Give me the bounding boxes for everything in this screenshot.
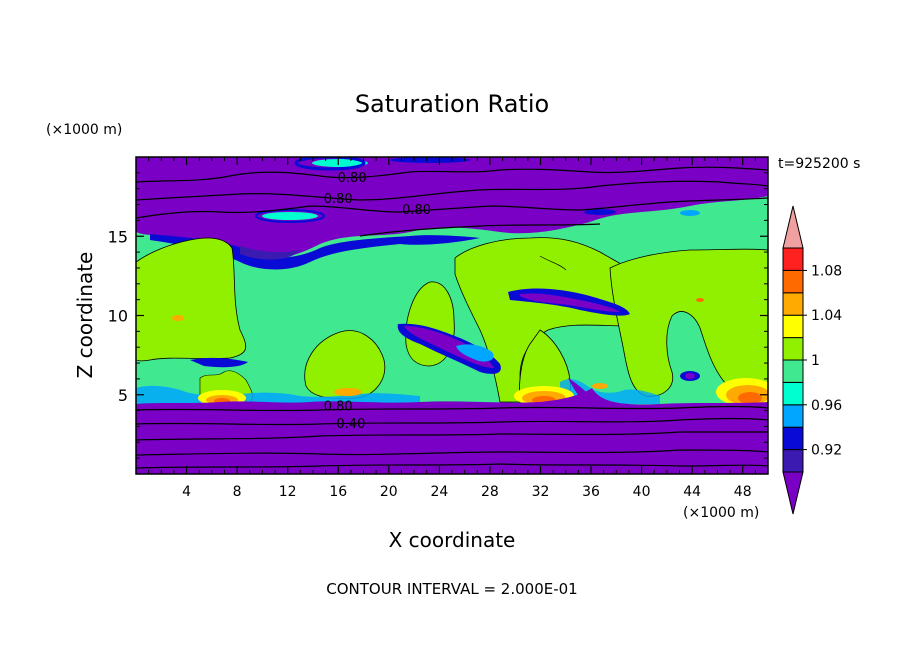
x-tick-label: 24 xyxy=(430,484,448,500)
cloud-region-left xyxy=(136,237,247,362)
x-unit-label: (×1000 m) xyxy=(683,505,759,521)
x-tick-label: 28 xyxy=(481,484,499,500)
colorbar-label: 0.92 xyxy=(811,443,842,459)
x-tick-label: 48 xyxy=(734,484,752,500)
colorbar-band xyxy=(782,269,804,294)
colorbar-band xyxy=(782,381,804,406)
y-tick-label: 10 xyxy=(108,307,128,326)
colorbar-label: 1.04 xyxy=(811,308,842,324)
colorbar-label: 1.08 xyxy=(811,263,842,279)
colorbar: 0.92 0.96 1 1.04 1.08 xyxy=(782,205,842,515)
x-tick-label: 4 xyxy=(182,484,191,500)
time-label: t=925200 s xyxy=(778,156,860,172)
x-axis-title: X coordinate xyxy=(389,528,516,552)
chart-title: Saturation Ratio xyxy=(355,90,549,118)
colorbar-bottom-triangle xyxy=(782,471,804,515)
colorbar-band xyxy=(782,404,804,428)
colorbar-band xyxy=(782,449,804,473)
x-tick-label: 16 xyxy=(329,484,347,500)
x-tick-label: 44 xyxy=(683,484,701,500)
x-tick-label: 36 xyxy=(582,484,600,500)
contour-label: 0.80 xyxy=(338,171,367,186)
contour-label: 0.80 xyxy=(324,192,353,207)
colorbar-band xyxy=(782,314,804,339)
y-axis-title: Z coordinate xyxy=(73,252,97,379)
colorbar-top-triangle xyxy=(782,205,804,249)
contour-interval-footer: CONTOUR INTERVAL = 2.000E-01 xyxy=(326,580,577,598)
x-tick-label: 8 xyxy=(233,484,242,500)
colorbar-band xyxy=(782,292,804,316)
x-tick-label: 12 xyxy=(279,484,297,500)
contour-field: 0.80 0.80 0.80 0.80 0.40 xyxy=(136,157,768,474)
y-tick-label: 15 xyxy=(108,227,128,246)
y-unit-label: (×1000 m) xyxy=(46,122,122,138)
contour-labels: 0.80 0.80 0.80 0.80 0.40 xyxy=(324,171,431,432)
contour-label: 0.80 xyxy=(324,399,353,414)
contour-label: 0.80 xyxy=(402,203,431,218)
x-tick-label: 40 xyxy=(633,484,651,500)
y-axis-ticks: 5 10 15 xyxy=(108,172,768,459)
x-tick-label: 32 xyxy=(532,484,550,500)
colorbar-band xyxy=(782,359,804,383)
x-tick-label: 20 xyxy=(380,484,398,500)
colorbar-label: 1 xyxy=(811,353,820,369)
x-axis-ticks: 4 8 12 16 20 24 28 32 36 40 44 48 xyxy=(148,157,756,500)
y-tick-label: 5 xyxy=(118,386,128,405)
cloud-region-right xyxy=(609,248,768,403)
colorbar-band xyxy=(782,426,804,451)
colorbar-label: 0.96 xyxy=(811,398,842,414)
colorbar-band xyxy=(782,337,804,361)
colorbar-band xyxy=(782,247,804,271)
contour-label: 0.40 xyxy=(336,417,365,432)
